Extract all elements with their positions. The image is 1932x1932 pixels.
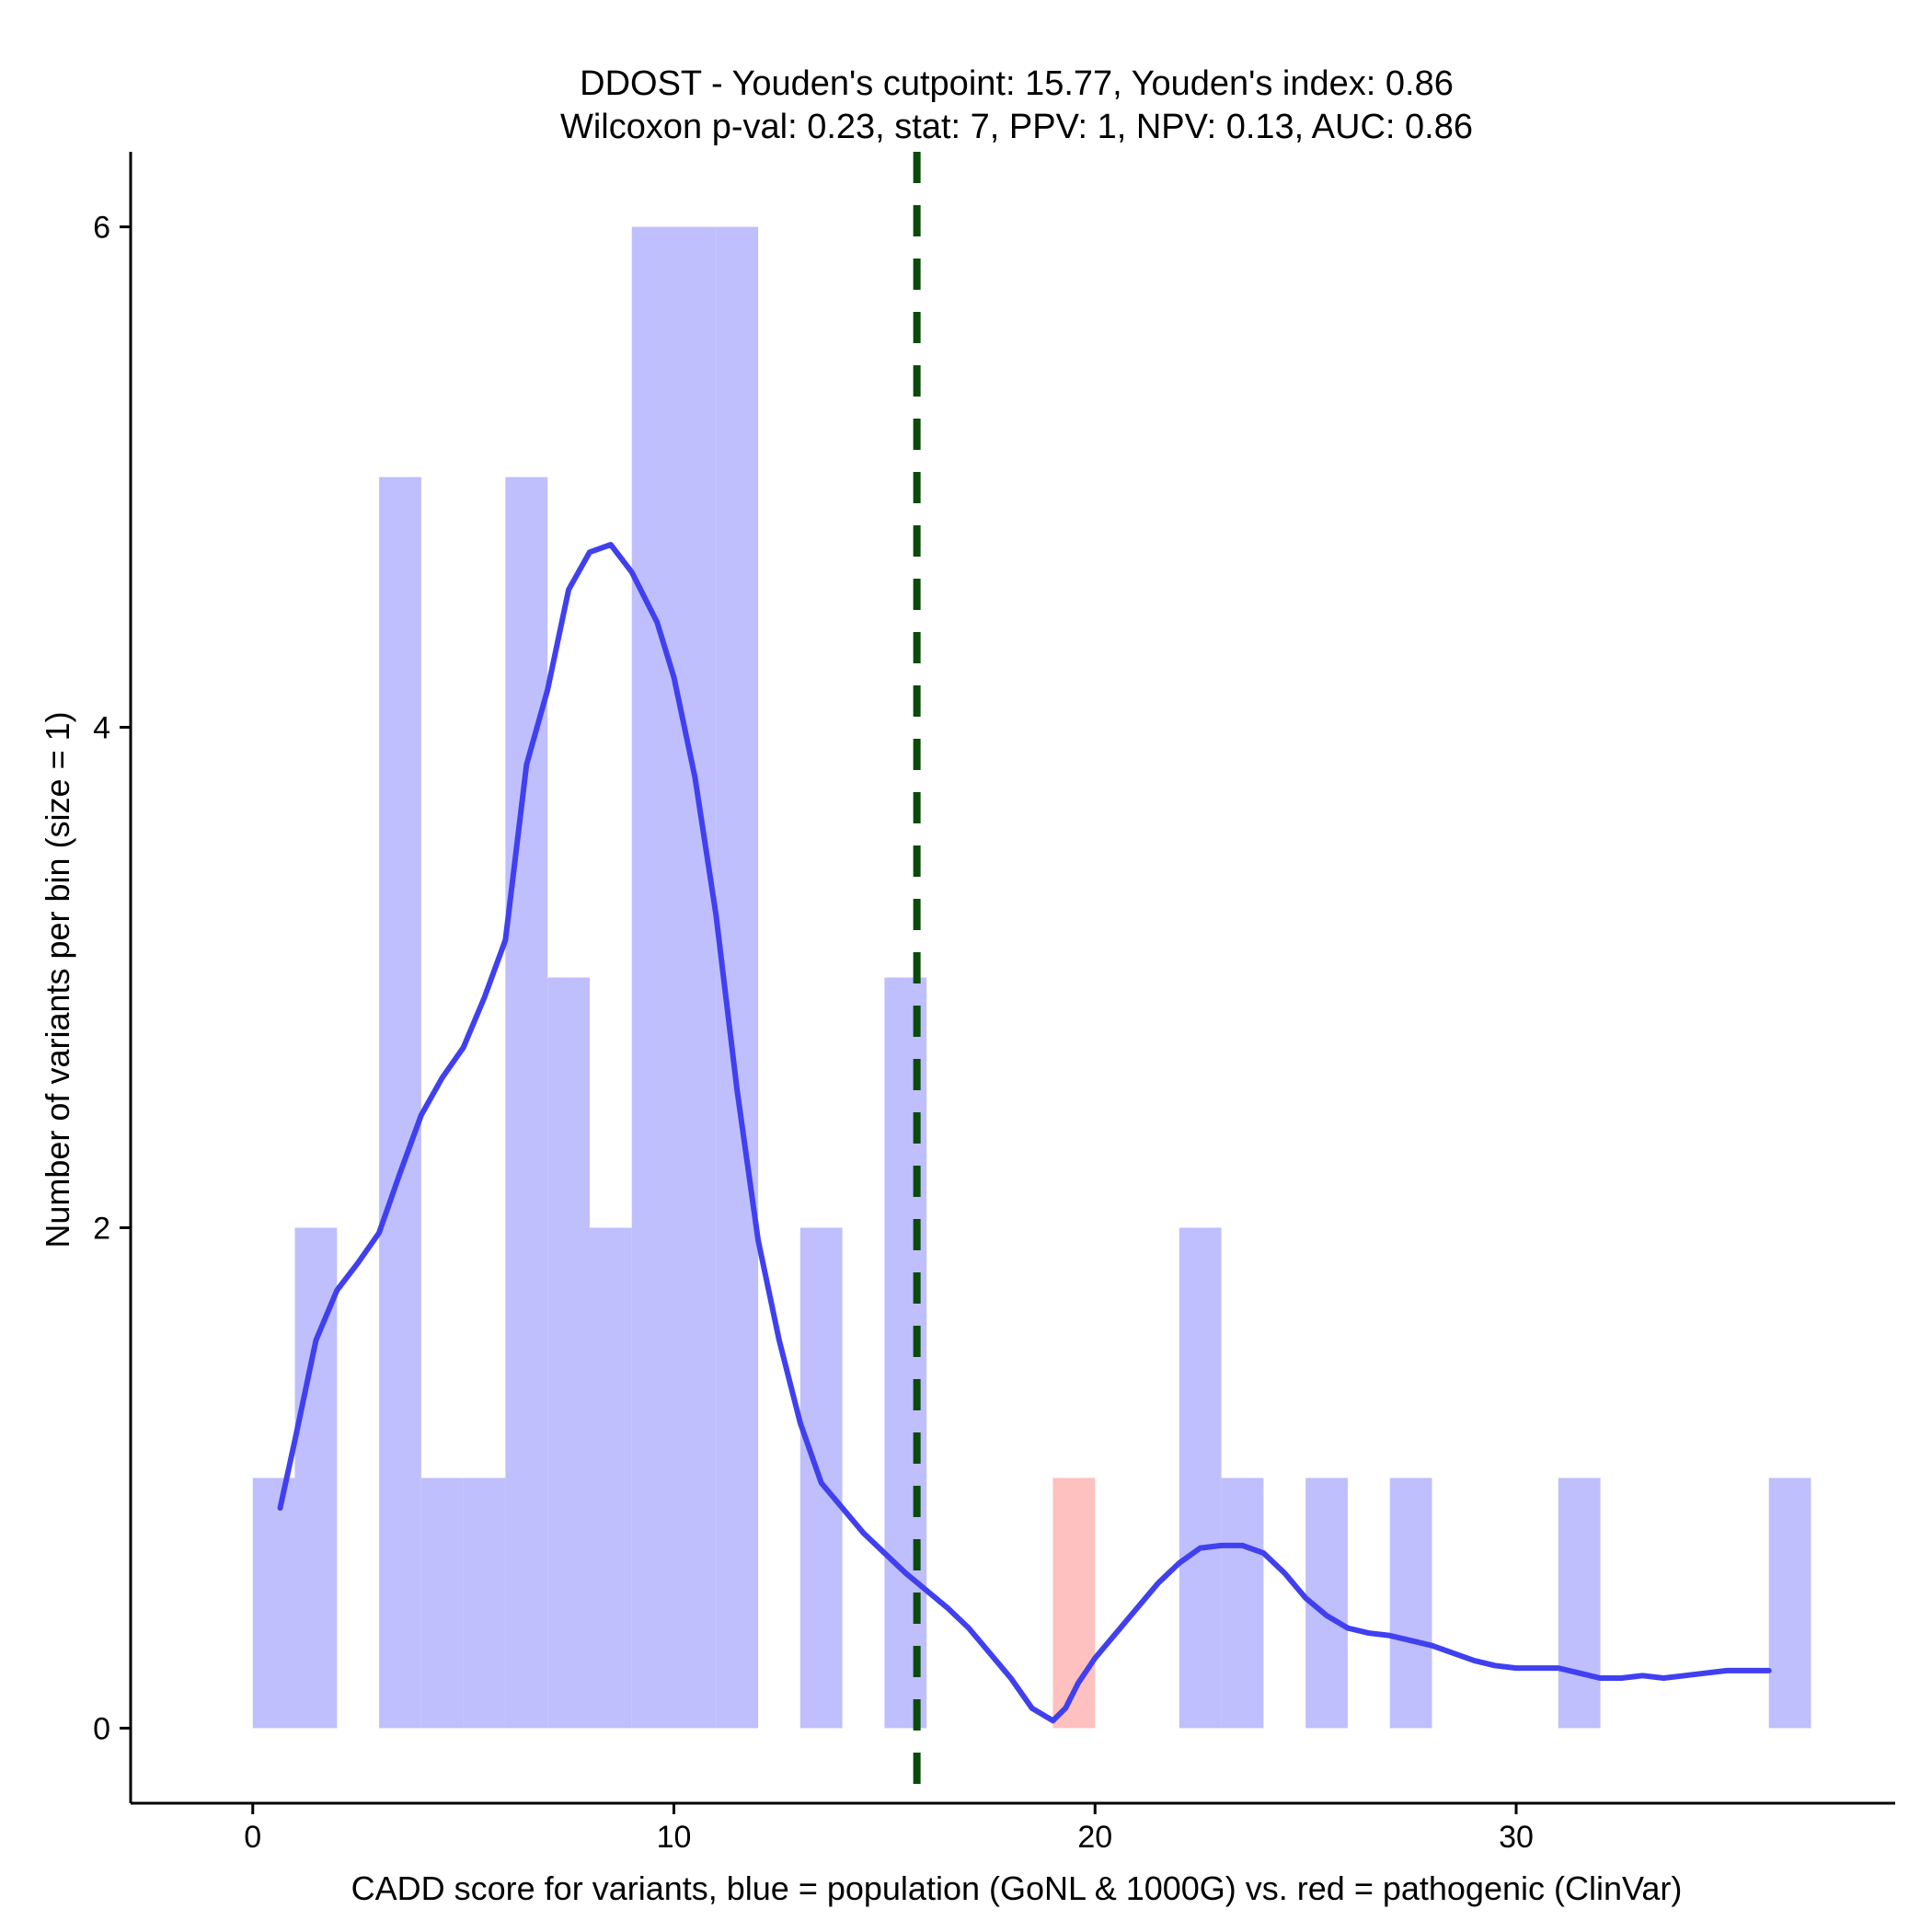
population-bar-5 [463, 1478, 506, 1729]
population-bar-8 [589, 1227, 632, 1729]
x-tick-label-20: 20 [1077, 1820, 1112, 1855]
x-axis-title: CADD score for variants, blue = populati… [351, 1869, 1683, 1907]
population-bar-10 [673, 226, 717, 1729]
chart-title: DDOST - Youden's cutpoint: 15.77, Youden… [580, 64, 1454, 103]
population-bar-36 [1768, 1478, 1811, 1729]
y-tick-label-0: 0 [93, 1711, 110, 1746]
y-axis-title: Number of variants per bin (size = 1) [39, 711, 76, 1248]
population-bar-4 [420, 1478, 464, 1729]
population-bar-27 [1389, 1478, 1432, 1729]
population-bar-6 [505, 477, 548, 1729]
chart-subtitle: Wilcoxon p-val: 0.23, stat: 7, PPV: 1, N… [560, 108, 1473, 146]
population-bar-0 [252, 1478, 295, 1729]
density-curve [277, 541, 1772, 1724]
y-tick-label-4: 4 [93, 711, 110, 746]
population-bar-3 [379, 477, 421, 1729]
population-bar-23 [1221, 1478, 1264, 1729]
y-tick-label-6: 6 [93, 211, 110, 246]
population-bar-31 [1558, 1478, 1601, 1729]
x-tick-label-0: 0 [244, 1820, 261, 1855]
x-tick-label-30: 30 [1499, 1820, 1534, 1855]
density-layer [277, 541, 1772, 1724]
population-bar-22 [1179, 1227, 1222, 1729]
y-tick-label-2: 2 [93, 1211, 110, 1246]
axes: 0 10 20 30 0 2 4 6 [93, 152, 1895, 1855]
histogram-bars [252, 226, 1811, 1729]
population-bar-7 [547, 977, 590, 1729]
x-tick-label-10: 10 [657, 1820, 692, 1855]
population-bar-9 [631, 226, 674, 1729]
